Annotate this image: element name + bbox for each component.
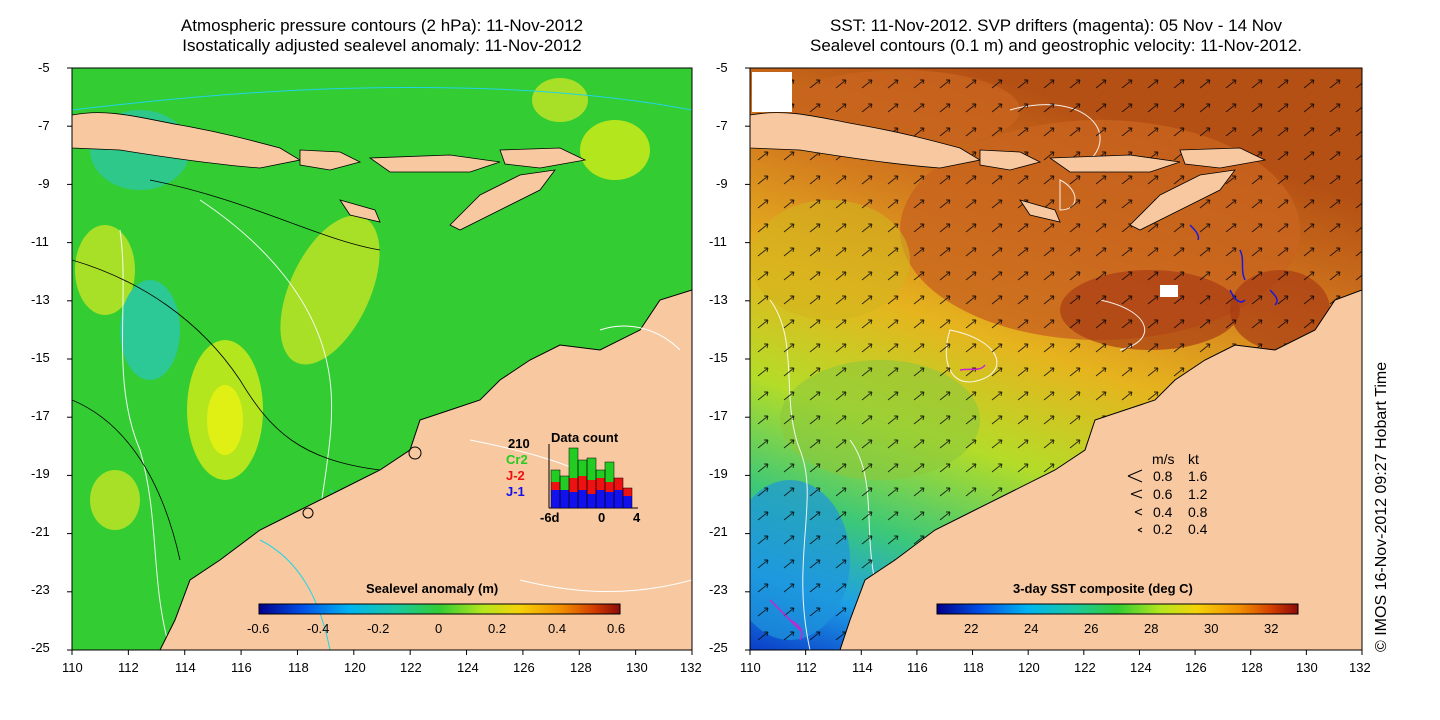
right-x-tick: 118	[963, 660, 984, 675]
data-count-title: Data count	[551, 430, 619, 445]
left-y-tick: -7	[38, 118, 50, 133]
right-y-tick: -13	[709, 292, 728, 307]
data-count-axis-label: -6d	[540, 510, 560, 525]
left-x-tick: 126	[513, 660, 535, 675]
left-y-tick: -9	[38, 176, 50, 191]
right-y-tick: -21	[709, 524, 728, 539]
left-y-tick: -5	[38, 60, 50, 75]
left-x-tick: 128	[570, 660, 592, 675]
right-y-tick: -5	[716, 60, 728, 75]
speed-legend-arrows	[1127, 469, 1143, 533]
right-y-tick: -23	[709, 582, 728, 597]
data-count-inset	[548, 444, 638, 509]
sla-colorbar-tick: -0.2	[367, 621, 390, 636]
right-x-tick: 126	[1185, 660, 1207, 675]
left-y-tick: -23	[31, 582, 50, 597]
right-y-tick: -19	[709, 466, 728, 481]
right-title-line1: SST: 11-Nov-2012. SVP drifters (magenta)…	[830, 16, 1282, 35]
right-y-tick: -15	[709, 350, 728, 365]
speed-legend-kt: 1.6	[1188, 468, 1208, 484]
speed-legend-header-ms: m/s	[1152, 451, 1175, 467]
right-x-tick: 124	[1130, 660, 1152, 675]
right-map-title: SST: 11-Nov-2012. SVP drifters (magenta)…	[750, 16, 1362, 56]
right-x-tick: 132	[1349, 660, 1371, 675]
left-x-tick: 122	[400, 660, 422, 675]
left-x-tick: 124	[457, 660, 479, 675]
mission-cr2-label: Cr2	[506, 452, 528, 467]
left-map-title: Atmospheric pressure contours (2 hPa): 1…	[72, 16, 692, 56]
sst-colorbar-tick: 22	[964, 621, 979, 636]
left-x-tick: 132	[680, 660, 702, 675]
data-count-total: 210	[508, 436, 530, 451]
sst-colorbar	[936, 603, 1299, 615]
data-count-axis-label: 0	[598, 510, 606, 525]
speed-legend-header-kt: kt	[1188, 451, 1199, 467]
sla-colorbar-tick: 0	[435, 621, 443, 636]
left-y-tick: -15	[31, 350, 50, 365]
right-y-tick: -7	[716, 118, 728, 133]
sst-colorbar-tick: 26	[1084, 621, 1099, 636]
sst-colorbar-tick: 24	[1024, 621, 1039, 636]
right-y-tick: -17	[709, 408, 728, 423]
left-title-line1: Atmospheric pressure contours (2 hPa): 1…	[180, 16, 584, 35]
mission-j2-label: J-2	[506, 468, 525, 483]
left-x-tick: 112	[118, 660, 139, 675]
left-title-line2: Isostatically adjusted sealevel anomaly:…	[182, 36, 582, 55]
left-x-tick: 120	[344, 660, 366, 675]
left-x-tick: 110	[62, 660, 83, 675]
right-x-tick: 110	[740, 660, 761, 675]
sla-colorbar-tick: 0.4	[548, 621, 567, 636]
sla-colorbar-tick: 0.6	[607, 621, 626, 636]
speed-legend-ms: 0.4	[1153, 504, 1173, 520]
data-count-axis-label: 4	[633, 510, 641, 525]
speed-legend-kt: 1.2	[1188, 486, 1208, 502]
right-y-tick: -25	[709, 640, 728, 655]
right-y-tick: -9	[716, 176, 728, 191]
left-x-tick: 114	[175, 660, 196, 675]
sla-colorbar-tick: 0.2	[488, 621, 507, 636]
speed-legend-ms: 0.8	[1153, 468, 1173, 484]
sst-colorbar-tick: 30	[1204, 621, 1219, 636]
sla-colorbar	[258, 603, 621, 615]
left-y-tick: -25	[31, 640, 50, 655]
right-x-tick: 112	[796, 660, 817, 675]
left-y-tick: -21	[31, 524, 50, 539]
right-x-tick: 116	[907, 660, 928, 675]
left-y-tick: -19	[31, 466, 50, 481]
left-y-tick: -17	[31, 408, 50, 423]
imos-credit: © IMOS 16-Nov-2012 09:27 Hobart Time	[1373, 361, 1390, 652]
right-x-tick: 128	[1241, 660, 1263, 675]
axis-tick-marks	[67, 67, 1363, 655]
speed-legend-ms: 0.2	[1153, 521, 1173, 537]
right-x-tick: 122	[1074, 660, 1096, 675]
left-y-tick: -13	[31, 292, 50, 307]
speed-legend-kt: 0.8	[1188, 504, 1208, 520]
sst-colorbar-tick: 28	[1144, 621, 1159, 636]
sla-colorbar-tick: -0.4	[307, 621, 330, 636]
left-x-tick: 130	[626, 660, 648, 675]
sla-colorbar-tick: -0.6	[247, 621, 270, 636]
sst-colorbar-tick: 32	[1264, 621, 1279, 636]
speed-legend-ms: 0.6	[1153, 486, 1173, 502]
sla-colorbar-title: Sealevel anomaly (m)	[366, 581, 499, 596]
left-x-tick: 116	[231, 660, 252, 675]
mission-j1-label: J-1	[506, 484, 525, 499]
sst-map	[750, 68, 1362, 650]
sla-map	[72, 68, 692, 650]
left-y-tick: -11	[31, 234, 49, 249]
right-x-tick: 114	[852, 660, 873, 675]
right-x-tick: 120	[1018, 660, 1040, 675]
sst-colorbar-title: 3-day SST composite (deg C)	[1013, 581, 1193, 596]
speed-legend-kt: 0.4	[1188, 521, 1208, 537]
right-y-tick: -11	[709, 234, 727, 249]
left-x-tick: 118	[288, 660, 309, 675]
right-title-line2: Sealevel contours (0.1 m) and geostrophi…	[810, 36, 1302, 55]
right-x-tick: 130	[1296, 660, 1318, 675]
